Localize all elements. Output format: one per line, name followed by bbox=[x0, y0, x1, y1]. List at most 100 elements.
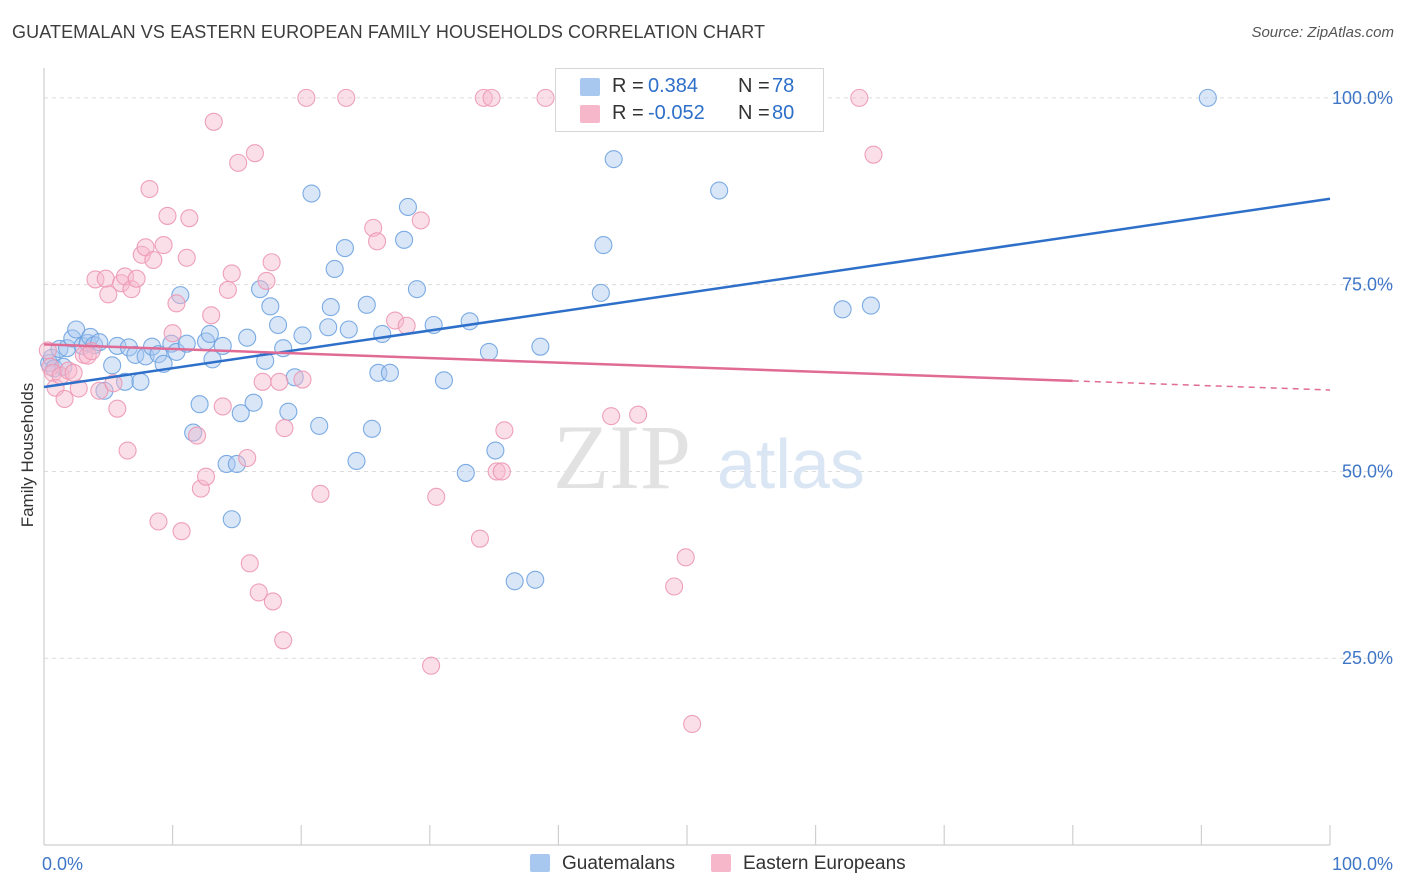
data-point[interactable] bbox=[140, 179, 159, 199]
data-point[interactable] bbox=[683, 714, 702, 734]
data-point[interactable] bbox=[200, 324, 219, 344]
data-point[interactable] bbox=[302, 184, 321, 203]
data-point[interactable] bbox=[310, 416, 329, 435]
data-point[interactable] bbox=[297, 88, 316, 107]
data-point[interactable] bbox=[495, 421, 514, 440]
data-point[interactable] bbox=[526, 570, 545, 589]
data-point[interactable] bbox=[279, 402, 298, 421]
data-point[interactable] bbox=[104, 374, 123, 393]
data-point[interactable] bbox=[536, 88, 555, 107]
data-point[interactable] bbox=[167, 294, 186, 313]
data-point[interactable] bbox=[335, 239, 354, 258]
data-point[interactable] bbox=[204, 112, 223, 131]
data-point[interactable] bbox=[427, 487, 446, 506]
data-point[interactable] bbox=[347, 451, 366, 471]
data-point[interactable] bbox=[245, 144, 264, 163]
data-point[interactable] bbox=[108, 399, 127, 418]
data-point[interactable] bbox=[202, 306, 221, 325]
data-point[interactable] bbox=[492, 462, 511, 481]
data-point[interactable] bbox=[253, 372, 272, 391]
data-point[interactable] bbox=[274, 631, 293, 650]
data-point[interactable] bbox=[227, 454, 246, 474]
data-point[interactable] bbox=[115, 372, 135, 391]
data-point[interactable] bbox=[95, 381, 114, 400]
data-point[interactable] bbox=[257, 271, 276, 290]
data-point[interactable] bbox=[263, 592, 282, 611]
data-point[interactable] bbox=[262, 253, 281, 272]
data-point[interactable] bbox=[411, 211, 430, 230]
data-point[interactable] bbox=[487, 462, 506, 481]
data-point[interactable] bbox=[122, 280, 141, 299]
data-point[interactable] bbox=[127, 269, 146, 288]
data-point[interactable] bbox=[86, 270, 105, 289]
data-point[interactable] bbox=[163, 324, 182, 343]
data-point[interactable] bbox=[240, 554, 259, 573]
data-point[interactable] bbox=[118, 441, 137, 460]
data-point[interactable] bbox=[249, 583, 268, 602]
data-point[interactable] bbox=[373, 324, 392, 344]
data-point[interactable] bbox=[131, 372, 150, 391]
data-point[interactable] bbox=[149, 512, 168, 531]
data-point[interactable] bbox=[269, 315, 288, 335]
data-point[interactable] bbox=[604, 150, 623, 169]
data-point[interactable] bbox=[397, 316, 416, 335]
data-point[interactable] bbox=[325, 259, 344, 279]
data-point[interactable] bbox=[357, 295, 376, 314]
data-point[interactable] bbox=[833, 300, 852, 319]
data-point[interactable] bbox=[149, 345, 168, 364]
data-point[interactable] bbox=[710, 181, 729, 200]
data-point[interactable] bbox=[190, 395, 209, 414]
data-point[interactable] bbox=[362, 419, 381, 438]
data-point[interactable] bbox=[69, 379, 88, 398]
data-point[interactable] bbox=[398, 197, 417, 217]
data-point[interactable] bbox=[629, 405, 648, 424]
data-point[interactable] bbox=[231, 404, 250, 423]
data-point[interactable] bbox=[177, 248, 196, 267]
data-point[interactable] bbox=[177, 334, 196, 353]
data-point[interactable] bbox=[531, 337, 550, 356]
data-point[interactable] bbox=[270, 372, 289, 391]
data-point[interactable] bbox=[456, 463, 475, 482]
data-point[interactable] bbox=[154, 236, 173, 255]
data-point[interactable] bbox=[187, 426, 207, 445]
data-point[interactable] bbox=[434, 371, 453, 390]
data-point[interactable] bbox=[90, 381, 109, 400]
data-point[interactable] bbox=[665, 577, 684, 596]
data-point[interactable] bbox=[864, 145, 883, 164]
data-point[interactable] bbox=[422, 656, 441, 675]
data-point[interactable] bbox=[311, 484, 330, 503]
data-point[interactable] bbox=[261, 297, 280, 316]
data-point[interactable] bbox=[144, 250, 163, 270]
data-point[interactable] bbox=[364, 218, 383, 237]
data-point[interactable] bbox=[505, 572, 524, 591]
data-point[interactable] bbox=[217, 454, 236, 474]
data-point[interactable] bbox=[238, 448, 257, 468]
data-point[interactable] bbox=[591, 283, 610, 302]
data-point[interactable] bbox=[218, 280, 237, 299]
data-point[interactable] bbox=[368, 232, 387, 251]
data-point[interactable] bbox=[676, 548, 695, 567]
data-point[interactable] bbox=[103, 356, 122, 375]
data-point[interactable] bbox=[479, 342, 499, 361]
data-point[interactable] bbox=[486, 441, 505, 460]
data-point[interactable] bbox=[293, 370, 312, 389]
data-point[interactable] bbox=[222, 264, 241, 283]
data-point[interactable] bbox=[142, 337, 162, 356]
data-point[interactable] bbox=[180, 209, 199, 228]
data-point[interactable] bbox=[470, 529, 490, 548]
data-point[interactable] bbox=[460, 312, 479, 331]
data-point[interactable] bbox=[602, 407, 621, 426]
data-point[interactable] bbox=[55, 389, 74, 409]
data-point[interactable] bbox=[229, 153, 248, 172]
data-point[interactable] bbox=[380, 363, 399, 382]
data-point[interactable] bbox=[594, 236, 613, 255]
data-point[interactable] bbox=[407, 280, 426, 299]
data-point[interactable] bbox=[222, 510, 241, 529]
data-point[interactable] bbox=[337, 88, 356, 107]
data-point[interactable] bbox=[64, 363, 83, 382]
data-point[interactable] bbox=[339, 320, 358, 339]
data-point[interactable] bbox=[861, 296, 880, 315]
data-point[interactable] bbox=[99, 285, 118, 304]
data-point[interactable] bbox=[395, 230, 414, 249]
data-point[interactable] bbox=[474, 88, 493, 107]
